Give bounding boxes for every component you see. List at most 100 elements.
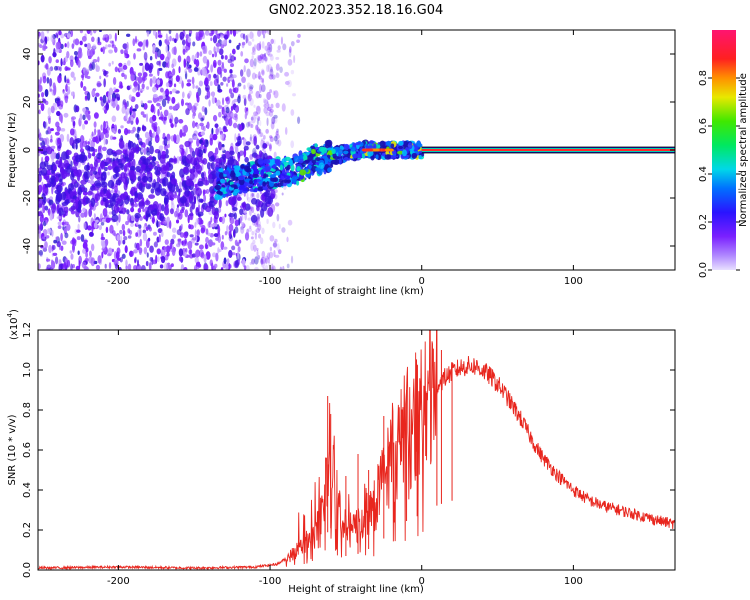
noise-speckle [146, 30, 150, 37]
doppler-cell [361, 153, 366, 159]
doppler-cell [214, 184, 221, 191]
noise-speckle [46, 175, 50, 183]
noise-speckle [99, 75, 102, 80]
noise-speckle [257, 116, 261, 122]
noise-speckle [132, 38, 136, 47]
doppler-peak-cell [364, 148, 370, 152]
noise-speckle [183, 266, 188, 270]
noise-speckle [142, 229, 147, 234]
noise-speckle [157, 150, 162, 161]
noise-speckle [259, 132, 264, 138]
noise-speckle [170, 158, 177, 163]
doppler-cell [254, 187, 258, 193]
noise-speckle [143, 246, 148, 255]
noise-speckle [39, 214, 44, 223]
noise-speckle [75, 142, 78, 150]
noise-speckle [237, 196, 242, 201]
noise-speckle [60, 245, 64, 251]
noise-speckle [107, 179, 115, 189]
noise-speckle [159, 154, 167, 159]
noise-speckle [256, 192, 260, 199]
noise-speckle [220, 266, 224, 270]
noise-speckle [224, 231, 228, 236]
noise-speckle [177, 55, 182, 63]
noise-speckle [224, 96, 230, 102]
noise-speckle [267, 206, 274, 217]
noise-speckle [162, 90, 166, 99]
noise-speckle [274, 254, 280, 258]
noise-speckle [44, 205, 49, 211]
noise-speckle [111, 60, 114, 65]
noise-speckle [239, 69, 244, 77]
noise-speckle [200, 219, 204, 225]
noise-speckle [165, 82, 170, 88]
noise-speckle [248, 90, 254, 94]
noise-speckle [88, 256, 93, 264]
noise-speckle [280, 36, 283, 45]
noise-speckle [261, 30, 265, 34]
noise-speckle [261, 261, 265, 268]
noise-speckle [48, 244, 52, 254]
noise-speckle [198, 80, 204, 87]
spectrogram-y-ticks: -40 -20 0 20 40 [22, 48, 675, 254]
noise-speckle [223, 128, 229, 133]
noise-speckle [232, 229, 236, 238]
noise-speckle [244, 212, 247, 221]
noise-speckle [136, 259, 140, 267]
noise-speckle [209, 224, 215, 228]
noise-speckle [65, 172, 71, 177]
doppler-cell [214, 194, 221, 201]
noise-speckle [79, 40, 83, 46]
noise-speckle [272, 221, 276, 229]
noise-speckle [38, 109, 41, 115]
noise-speckle [144, 131, 150, 139]
snr-y-ticks: 0.0 0.2 0.4 0.6 0.8 1.0 1.2 [22, 322, 675, 578]
noise-speckle [107, 247, 113, 256]
noise-speckle [253, 111, 258, 117]
noise-speckle [254, 256, 259, 265]
noise-speckle [69, 190, 74, 198]
noise-speckle [266, 252, 271, 260]
noise-speckle [116, 220, 119, 226]
noise-speckle [251, 55, 254, 60]
noise-speckle [40, 103, 45, 112]
noise-speckle [86, 48, 91, 58]
noise-speckle [89, 180, 95, 185]
noise-speckle [225, 117, 229, 126]
noise-speckle [162, 176, 169, 187]
noise-speckle [114, 263, 119, 270]
noise-speckle [287, 58, 293, 66]
noise-speckle [202, 189, 207, 194]
noise-speckle [263, 259, 269, 265]
noise-speckle [184, 251, 187, 257]
noise-speckle [80, 234, 85, 242]
noise-speckle [70, 253, 74, 260]
noise-speckle [170, 177, 178, 185]
noise-speckle [113, 166, 120, 174]
noise-speckle [170, 123, 174, 129]
noise-speckle [46, 67, 51, 76]
noise-speckle [135, 116, 139, 126]
noise-speckle [99, 190, 104, 197]
noise-speckle [152, 44, 156, 53]
noise-speckle [241, 76, 246, 84]
noise-speckle [216, 74, 219, 84]
noise-speckle [168, 75, 173, 85]
doppler-cell [418, 154, 422, 160]
noise-speckle [96, 80, 102, 88]
noise-speckle [267, 63, 272, 73]
noise-speckle [260, 77, 264, 83]
noise-speckle [66, 133, 70, 143]
noise-speckle [267, 45, 271, 54]
noise-speckle [117, 128, 122, 134]
noise-speckle [249, 225, 252, 229]
noise-speckle [82, 140, 88, 148]
noise-speckle [107, 171, 110, 176]
noise-speckle [71, 43, 75, 49]
doppler-cell [244, 165, 250, 172]
noise-speckle [232, 122, 238, 129]
noise-speckle [242, 94, 247, 100]
noise-speckle [111, 40, 115, 47]
noise-speckle [66, 50, 70, 59]
noise-speckle [38, 230, 42, 240]
